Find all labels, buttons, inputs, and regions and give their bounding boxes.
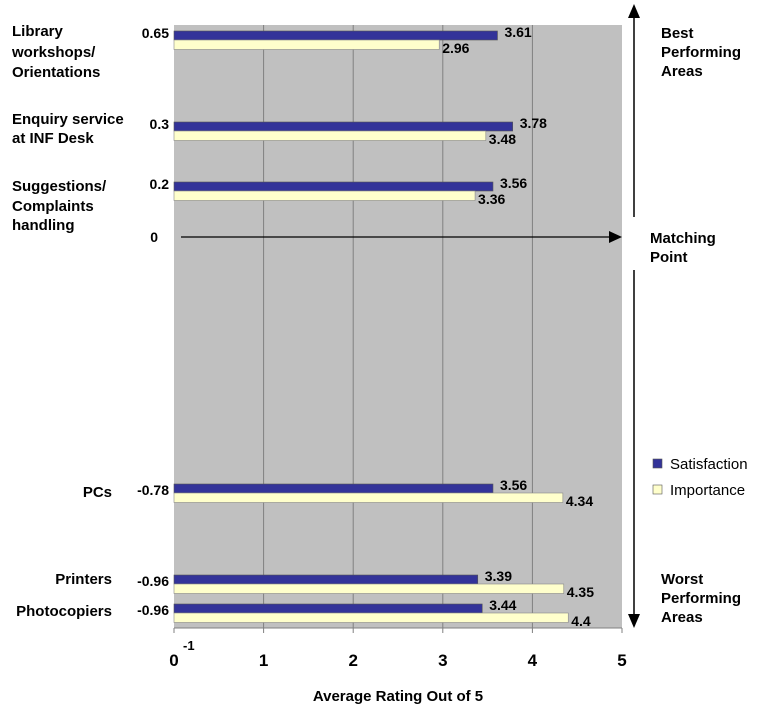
category-label: Complaints (12, 198, 94, 215)
matching-annotation: Point (650, 249, 688, 266)
best-annotation: Areas (661, 63, 703, 80)
bar-satisfaction (173, 30, 498, 41)
category-label: handling (12, 217, 75, 234)
category-label: Library (12, 23, 64, 40)
bar-importance (173, 612, 569, 623)
bar-importance (173, 130, 487, 141)
gap-value-label: -0.78 (137, 482, 169, 498)
x-tick-label: 1 (259, 651, 268, 670)
data-label-importance: 4.35 (567, 584, 594, 600)
bar-importance (173, 190, 476, 201)
category-label: workshops/ (11, 44, 96, 61)
matching-annotation: Matching (650, 230, 716, 247)
data-label-satisfaction: 3.56 (500, 175, 527, 191)
x-axis-title: Average Rating Out of 5 (313, 688, 483, 705)
category-label: Suggestions/ (12, 178, 107, 195)
gap-value-label: -0.96 (137, 602, 169, 618)
data-label-importance: 4.34 (566, 493, 593, 509)
bar-satisfaction (173, 603, 483, 614)
worst-annotation: Areas (661, 609, 703, 626)
arrow-up-icon (628, 4, 640, 18)
bar-importance (173, 492, 564, 503)
data-label-satisfaction: 3.44 (489, 597, 516, 613)
data-label-importance: 3.36 (478, 191, 505, 207)
category-label: at INF Desk (12, 130, 94, 147)
data-label-satisfaction: 3.56 (500, 477, 527, 493)
zero-label: 0 (150, 229, 158, 245)
data-label-importance: 2.96 (442, 40, 469, 56)
best-annotation: Performing (661, 44, 741, 61)
gap-value-label: -0.96 (137, 573, 169, 589)
category-label: Photocopiers (16, 603, 112, 620)
legend-swatch-importance (652, 484, 663, 495)
worst-annotation: Worst (661, 571, 703, 588)
x-tick-label: 3 (438, 651, 447, 670)
plot-area (174, 25, 622, 628)
x-tick-label: 5 (617, 651, 626, 670)
gap-value-label: 0.3 (150, 116, 170, 132)
bar-importance (173, 583, 565, 594)
legend-swatch-satisfaction (652, 458, 663, 469)
data-label-satisfaction: 3.61 (504, 24, 531, 40)
x-tick-extra-label: -1 (183, 638, 195, 653)
category-label: Printers (55, 571, 112, 588)
arrow-right-icon (609, 231, 622, 243)
gap-value-label: 0.2 (150, 176, 170, 192)
bar-satisfaction (173, 121, 513, 132)
data-label-importance: 3.48 (489, 131, 516, 147)
category-label: Orientations (12, 64, 100, 81)
x-tick-label: 0 (169, 651, 178, 670)
x-tick-label: 2 (348, 651, 357, 670)
gap-value-label: 0.65 (142, 25, 169, 41)
data-label-satisfaction: 3.78 (520, 115, 547, 131)
bar-satisfaction (173, 574, 479, 585)
category-label: PCs (83, 484, 112, 501)
bar-satisfaction (173, 181, 494, 192)
category-label: Enquiry service (12, 111, 124, 128)
data-label-importance: 4.4 (571, 613, 591, 629)
bar-importance (173, 39, 440, 50)
x-tick-label: 4 (528, 651, 538, 670)
legend-label-satisfaction: Satisfaction (670, 456, 748, 473)
best-annotation: Best (661, 25, 694, 42)
bar-satisfaction (173, 483, 494, 494)
data-label-satisfaction: 3.39 (485, 568, 512, 584)
worst-annotation: Performing (661, 590, 741, 607)
legend-label-importance: Importance (670, 482, 745, 499)
arrow-down-icon (628, 614, 640, 628)
